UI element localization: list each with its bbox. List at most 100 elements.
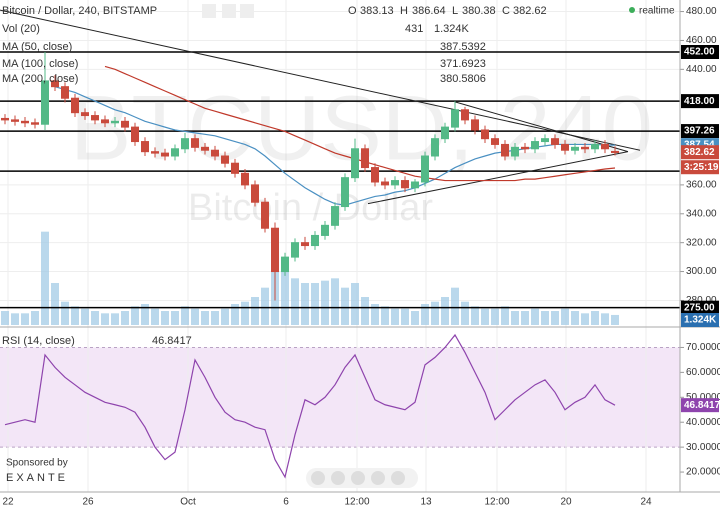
volume-bar <box>501 306 509 325</box>
candle-body <box>581 146 589 150</box>
x-tick-label: 20 <box>560 497 572 508</box>
x-tick-label: Oct <box>180 497 196 508</box>
candle-body <box>561 143 569 151</box>
y-tick-label: 340.00 <box>686 208 717 219</box>
volume-bar <box>131 306 139 325</box>
y-tick-label: 360.00 <box>686 180 717 191</box>
volume-bar <box>521 311 529 325</box>
volume-bar <box>151 308 159 325</box>
button[interactable] <box>222 4 236 18</box>
close-label: 382.62 <box>684 147 715 158</box>
candle-body <box>441 126 449 140</box>
volume-bar <box>51 283 59 325</box>
nav-button[interactable] <box>371 471 385 485</box>
ohlc-value: 380.38 <box>462 5 496 17</box>
close-label-box <box>681 145 719 160</box>
volume-bar <box>351 283 359 325</box>
candle-body <box>1 117 9 121</box>
candle-body <box>61 86 69 99</box>
volume-bar <box>541 311 549 325</box>
nav-button[interactable] <box>331 471 345 485</box>
volume-bar <box>81 308 89 325</box>
candle-body <box>101 119 109 124</box>
volume-bar <box>471 306 479 325</box>
candle-body <box>611 150 619 153</box>
candle-body <box>521 146 529 150</box>
rsi-line <box>4 333 616 479</box>
candle-body <box>191 138 199 148</box>
y-tick-label: 320.00 <box>686 237 717 248</box>
candle-body <box>71 97 79 114</box>
candle-body <box>351 148 359 179</box>
volume-bar <box>571 311 579 325</box>
candle-body <box>531 141 539 150</box>
candle-body <box>81 112 89 117</box>
rsi-tick-label: 60.0000 <box>686 367 720 378</box>
nav-buttons <box>306 468 418 488</box>
volume-bar <box>291 278 299 325</box>
candle-body <box>341 177 349 208</box>
volume-bar <box>111 313 119 325</box>
nav-button[interactable] <box>391 471 405 485</box>
y-tick-label: 300.00 <box>686 266 717 277</box>
background <box>0 0 680 492</box>
countdown-box <box>681 160 719 175</box>
level-label-box <box>681 94 719 109</box>
ohlc-key: C <box>502 5 510 17</box>
rsi-band <box>0 347 680 448</box>
candle-body <box>201 146 209 151</box>
candle-body <box>141 141 149 153</box>
volume-bar <box>1 311 9 325</box>
title: Bitcoin / Dollar, 240, BITSTAMP <box>2 5 157 17</box>
realtime-dot <box>629 7 635 13</box>
level-label-box <box>681 45 719 59</box>
volume-bar <box>201 311 209 325</box>
candle-body <box>171 148 179 157</box>
candle-body <box>571 146 579 151</box>
volume-bar <box>31 311 39 325</box>
nav-button[interactable] <box>311 471 325 485</box>
volume-bar <box>41 231 49 325</box>
rsi-tick-label: 30.0000 <box>686 442 720 453</box>
candle-body <box>281 256 289 273</box>
candle-body <box>391 180 399 186</box>
candle-body <box>31 122 39 125</box>
x-tick-label: 13 <box>420 497 432 508</box>
volume-bar <box>581 313 589 325</box>
volume-bar <box>421 304 429 325</box>
candle-body <box>361 148 369 169</box>
ma-name: MA (200, close) <box>2 73 78 85</box>
candle-body <box>51 80 59 88</box>
trend-line <box>367 151 629 205</box>
volume-ma-label-box <box>681 313 719 327</box>
nav-button[interactable] <box>351 471 365 485</box>
ma-name: MA (100, close) <box>2 58 78 70</box>
rsi-pane <box>4 333 616 479</box>
volume-bar <box>261 287 269 325</box>
rsi-tick-label: 70.0000 <box>686 342 720 353</box>
button[interactable] <box>202 4 216 18</box>
trend-line <box>0 9 641 151</box>
volume-bar <box>331 278 339 325</box>
volume-bar <box>191 308 199 325</box>
volume-bar <box>171 311 179 325</box>
candle-body <box>451 109 459 128</box>
volume-bar <box>401 308 409 325</box>
sponsor: Sponsored by <box>6 458 68 469</box>
candle-body <box>381 181 389 186</box>
y-tick-label: 440.00 <box>686 64 717 75</box>
button[interactable] <box>240 4 254 18</box>
rsi-label-box <box>681 398 719 413</box>
level-label: 452.00 <box>684 47 715 58</box>
candle-body <box>411 181 419 189</box>
countdown: 3:25:19 <box>684 162 719 173</box>
ma-value: 371.6923 <box>440 58 486 70</box>
rsi-tick-label: 50.0000 <box>686 392 720 403</box>
volume-bar <box>451 287 459 325</box>
y-tick-label: 480.00 <box>686 6 717 17</box>
level-label: 397.26 <box>684 126 715 137</box>
volume-bar <box>101 313 109 325</box>
x-tick-label: 26 <box>82 497 94 508</box>
candle-body <box>91 115 99 121</box>
ohlc-value: 386.64 <box>412 5 446 17</box>
